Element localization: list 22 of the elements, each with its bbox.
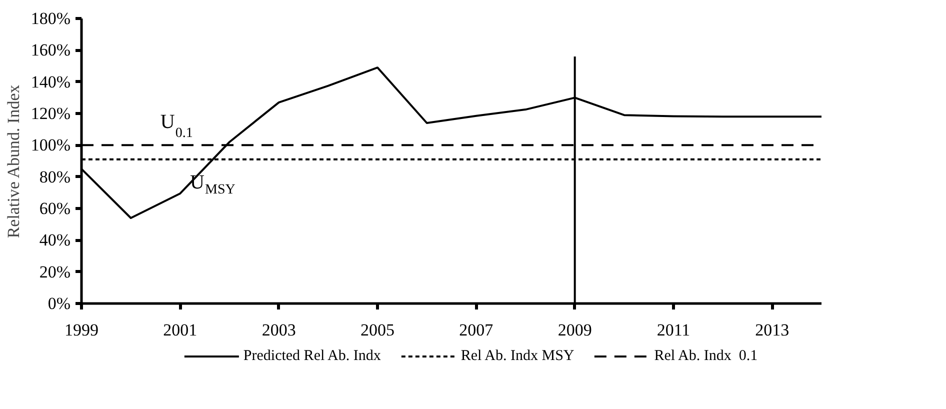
y-tick-label: 0% — [48, 294, 71, 313]
x-tick-label: 2009 — [558, 320, 592, 340]
y-tick-label: 40% — [39, 230, 71, 250]
legend-label: Predicted Rel Ab. Indx — [243, 348, 381, 364]
x-tick-label: 2005 — [360, 320, 394, 340]
y-axis-title: Relative Abund. Index — [4, 84, 23, 238]
y-tick-label: 180% — [30, 9, 71, 28]
y-tick-label: 140% — [30, 72, 71, 92]
y-tick-label: 20% — [39, 262, 71, 282]
legend-label: Rel Ab. Indx MSY — [460, 348, 574, 364]
y-tick-label: 120% — [30, 104, 71, 123]
x-tick-label: 1999 — [64, 320, 98, 340]
x-tick-label: 2013 — [755, 320, 790, 340]
x-tick-label: 2011 — [656, 320, 690, 340]
y-tick-label: 160% — [30, 40, 71, 60]
x-tick-label: 2007 — [459, 320, 494, 340]
x-tick-label: 2003 — [262, 320, 296, 340]
legend-label: Rel Ab. Indx 0.1 — [654, 348, 758, 364]
y-tick-label: 80% — [39, 167, 71, 186]
y-tick-label: 60% — [39, 199, 71, 218]
x-tick-label: 2001 — [163, 320, 198, 340]
y-tick-label: 100% — [30, 136, 71, 155]
